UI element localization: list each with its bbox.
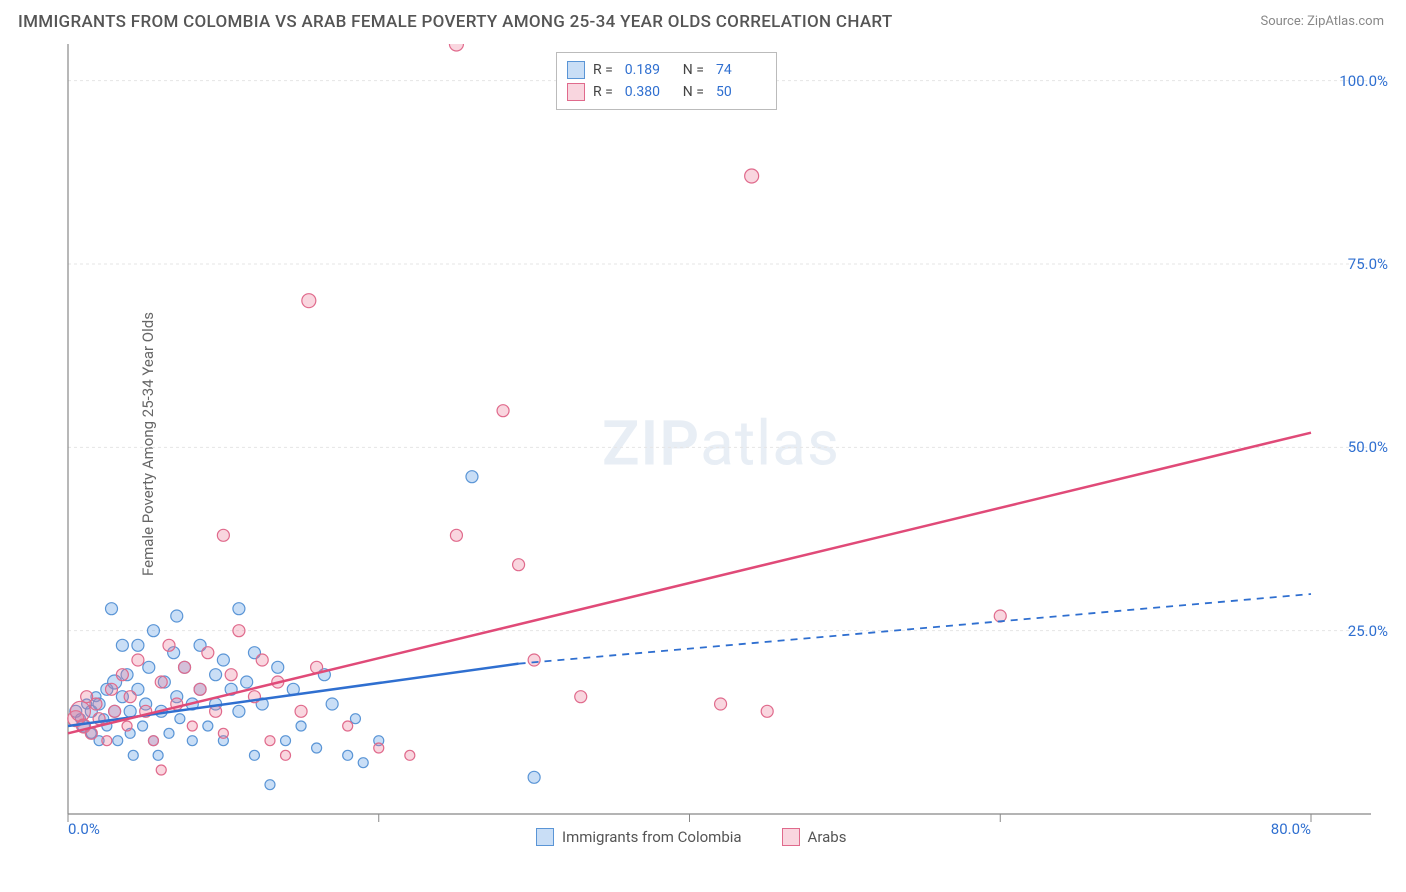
series-label-colombia: Immigrants from Colombia	[562, 828, 742, 846]
x-tick-label: 0.0%	[68, 820, 100, 838]
series-label-arabs: Arabs	[808, 828, 847, 846]
swatch-colombia	[536, 828, 554, 846]
legend-row-colombia: R = 0.189 N = 74	[567, 59, 766, 81]
source-label: Source: ZipAtlas.com	[1260, 14, 1384, 29]
legend-row-arabs: R = 0.380 N = 50	[567, 81, 766, 103]
series-legend: Immigrants from Colombia Arabs	[536, 828, 846, 846]
swatch-arabs	[567, 83, 585, 101]
swatch-colombia	[567, 61, 585, 79]
n-value-arabs: 50	[716, 81, 766, 103]
r-label: R =	[593, 81, 613, 103]
y-tick-label: 100.0%	[1339, 72, 1388, 90]
chart-area: Female Poverty Among 25-34 Year Olds ZIP…	[56, 44, 1386, 844]
swatch-arabs	[782, 828, 800, 846]
r-label: R =	[593, 59, 613, 81]
scatter-plot	[56, 44, 1386, 844]
x-tick-label: 80.0%	[1271, 820, 1311, 838]
n-label: N =	[683, 59, 704, 81]
r-value-colombia: 0.189	[625, 59, 675, 81]
n-value-colombia: 74	[716, 59, 766, 81]
chart-title: IMMIGRANTS FROM COLOMBIA VS ARAB FEMALE …	[18, 12, 893, 32]
r-value-arabs: 0.380	[625, 81, 675, 103]
legend-item-arabs: Arabs	[782, 828, 847, 846]
y-tick-label: 75.0%	[1348, 255, 1388, 273]
y-tick-label: 50.0%	[1348, 438, 1388, 456]
legend-item-colombia: Immigrants from Colombia	[536, 828, 742, 846]
n-label: N =	[683, 81, 704, 103]
correlation-legend: R = 0.189 N = 74 R = 0.380 N = 50	[556, 52, 777, 110]
y-tick-label: 25.0%	[1348, 622, 1388, 640]
